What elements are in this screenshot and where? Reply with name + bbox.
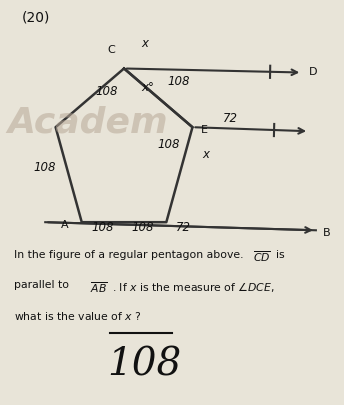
Text: 108: 108 bbox=[33, 161, 56, 174]
Text: is: is bbox=[277, 249, 285, 259]
Text: x: x bbox=[141, 36, 148, 49]
Text: In the figure of a regular pentagon above.: In the figure of a regular pentagon abov… bbox=[14, 249, 244, 259]
Text: Academ: Academ bbox=[8, 105, 168, 139]
Text: parallel to: parallel to bbox=[14, 279, 69, 289]
Text: $\overline{CD}$: $\overline{CD}$ bbox=[252, 249, 270, 264]
Text: 108: 108 bbox=[157, 138, 180, 151]
Text: E: E bbox=[201, 125, 208, 135]
Text: (20): (20) bbox=[21, 11, 50, 25]
Text: A: A bbox=[61, 220, 68, 230]
Text: 108: 108 bbox=[107, 345, 182, 382]
Text: . If $x$ is the measure of $\angle DCE$,: . If $x$ is the measure of $\angle DCE$, bbox=[112, 279, 275, 293]
Text: 108: 108 bbox=[96, 85, 118, 98]
Text: x: x bbox=[203, 148, 209, 161]
Text: C: C bbox=[108, 45, 116, 55]
Text: what is the value of $x$ ?: what is the value of $x$ ? bbox=[14, 309, 142, 322]
Text: 108: 108 bbox=[168, 75, 190, 88]
Text: 72: 72 bbox=[223, 111, 238, 124]
Text: x°: x° bbox=[142, 81, 154, 94]
Text: D: D bbox=[309, 66, 318, 76]
Text: 108: 108 bbox=[91, 220, 114, 233]
Text: 72: 72 bbox=[176, 220, 191, 233]
Text: 108: 108 bbox=[131, 220, 153, 233]
Text: B: B bbox=[323, 228, 330, 238]
Text: $\overline{AB}$: $\overline{AB}$ bbox=[90, 279, 107, 294]
